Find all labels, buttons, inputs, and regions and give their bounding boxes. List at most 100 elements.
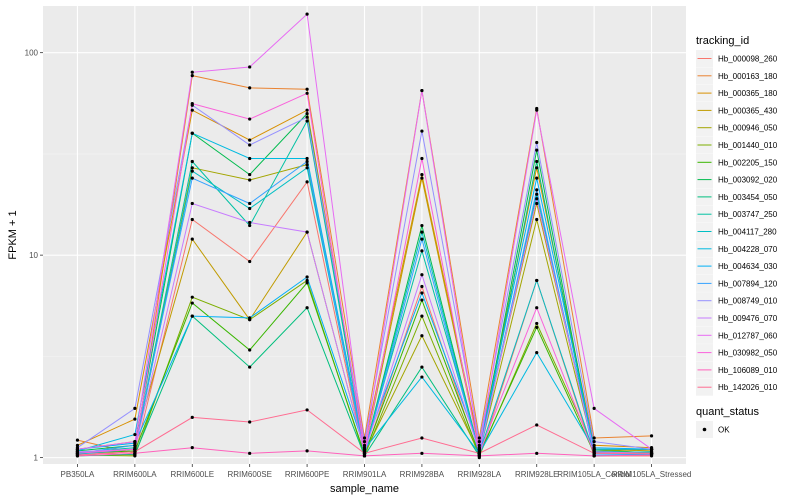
data-point	[362, 439, 367, 444]
data-point	[133, 450, 137, 454]
data-point	[133, 417, 137, 421]
y-tick-label: 10	[29, 251, 38, 260]
data-point	[248, 348, 252, 352]
data-point	[305, 275, 309, 279]
data-point	[420, 334, 424, 338]
x-axis-title: sample_name	[330, 483, 399, 495]
data-point	[649, 434, 654, 438]
data-point	[133, 406, 137, 411]
legend-title: tracking_id	[696, 35, 749, 47]
data-point	[535, 217, 539, 222]
data-point	[75, 443, 80, 447]
data-point	[420, 451, 424, 455]
legend-label: Hb_030982_050	[718, 349, 778, 358]
data-point	[248, 201, 252, 206]
data-point	[477, 439, 481, 444]
data-point	[305, 449, 309, 453]
data-point	[305, 119, 309, 123]
data-point	[535, 201, 539, 206]
legend-label: Hb_012787_060	[718, 331, 778, 340]
data-point	[190, 415, 194, 419]
data-point	[477, 447, 481, 451]
data-point	[535, 108, 539, 112]
data-point	[535, 423, 539, 427]
data-point	[248, 117, 252, 121]
data-point	[248, 206, 252, 211]
data-point	[420, 129, 424, 133]
data-point	[190, 166, 194, 170]
legend-label: Hb_007894_120	[718, 279, 778, 288]
y-axis-title: FPKM + 1	[7, 210, 19, 259]
data-point	[190, 70, 194, 74]
data-point	[362, 447, 367, 451]
data-point	[535, 325, 539, 329]
data-point	[535, 278, 539, 283]
x-tick-label: RRIM105LA_Control	[557, 470, 631, 479]
data-point	[305, 281, 309, 285]
data-point	[477, 454, 481, 458]
data-point	[420, 365, 424, 369]
data-point	[420, 249, 424, 253]
legend-label: Hb_008749_010	[718, 297, 778, 306]
data-point	[649, 447, 654, 451]
x-tick-label: PB350LA	[61, 470, 95, 479]
data-point	[535, 321, 539, 326]
legend-label: Hb_002205_150	[718, 158, 778, 167]
data-point	[75, 447, 80, 451]
legend-shape-title: quant_status	[696, 406, 759, 418]
legend-label: Hb_004228_070	[718, 245, 778, 254]
legend-label: Hb_000365_430	[718, 106, 778, 115]
y-tick-label: 1	[34, 454, 39, 463]
data-point	[535, 166, 539, 170]
data-point	[75, 453, 80, 457]
data-point	[190, 301, 194, 305]
data-point	[535, 159, 539, 164]
data-point	[133, 439, 137, 444]
data-point	[305, 108, 309, 112]
data-point	[248, 143, 252, 147]
legend-label: Hb_000365_180	[718, 89, 778, 98]
data-point	[592, 451, 596, 455]
legend-shape-label: OK	[718, 426, 730, 435]
legend-label: Hb_000098_260	[718, 55, 778, 64]
data-point	[420, 172, 424, 177]
data-point	[420, 273, 424, 277]
data-point	[305, 112, 309, 116]
data-point	[420, 436, 424, 440]
x-tick-label: RRIM600SE	[227, 470, 271, 479]
data-point	[248, 86, 252, 90]
legend-label: Hb_009476_070	[718, 314, 778, 323]
data-point	[592, 406, 596, 411]
legend-label: Hb_003454_050	[718, 193, 778, 202]
legend-shape-point	[702, 427, 707, 432]
data-point	[305, 230, 309, 234]
data-point	[420, 291, 424, 295]
data-point	[190, 446, 194, 450]
data-point	[248, 138, 252, 142]
x-tick-label: RRIM600LE	[170, 470, 214, 479]
data-point	[420, 230, 424, 234]
data-point	[420, 298, 424, 302]
data-point	[420, 223, 424, 228]
y-tick-label: 100	[25, 49, 39, 58]
data-point	[190, 217, 194, 222]
data-point	[477, 443, 481, 447]
data-point	[248, 316, 252, 320]
data-point	[535, 306, 539, 310]
data-point	[305, 180, 309, 184]
data-point	[535, 451, 539, 455]
data-point	[362, 436, 367, 440]
legend-label: Hb_000946_050	[718, 124, 778, 133]
legend-label: Hb_003092_020	[718, 176, 778, 185]
x-tick-label: RRIM600PE	[285, 470, 329, 479]
data-point	[305, 166, 309, 170]
data-point	[592, 454, 596, 458]
data-point	[420, 375, 424, 379]
legend-label: Hb_001440_010	[718, 141, 778, 150]
data-point	[535, 176, 539, 180]
data-point	[535, 188, 539, 192]
x-tick-label: RRIM600LA	[113, 470, 157, 479]
data-point	[535, 351, 539, 355]
data-point	[190, 314, 194, 318]
